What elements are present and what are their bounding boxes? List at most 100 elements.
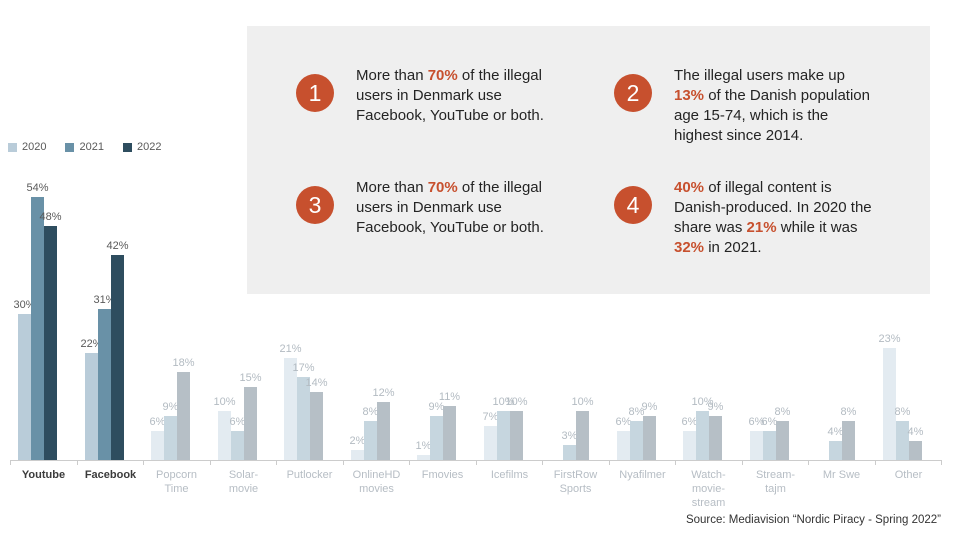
bar-firstrow-2021 [563,445,576,460]
bar-value-label: 54% [26,182,49,194]
callout-1: 1 More than 70% of the illegal users in … [296,66,614,126]
bar-value-label: 21% [279,343,302,355]
highlight-stat: 40% [674,179,705,196]
axis-tick [143,460,144,465]
bar-mr-swe-2022 [842,421,855,460]
callout-4: 4 40% of illegal content is Danish-produ… [614,178,932,258]
category-label-nyafilmer: Nyafilmer [619,469,666,481]
bar-watch--2021 [696,411,709,460]
axis-tick [276,460,277,465]
category-label-icefilms: Icefilms [490,469,529,481]
bar-other-2022 [909,441,922,460]
legend-item-2021: 2021 [65,141,104,153]
bar-putlocker-2021 [297,377,310,460]
bar-value-label: 8% [774,406,791,418]
chart-legend: 2020 2021 2022 [8,141,161,153]
bar-icefilms-2021 [497,411,510,460]
callout-2-number-badge: 2 [614,74,652,112]
source-note: Source: Mediavision “Nordic Piracy - Spr… [685,514,941,526]
callout-4-text: 40% of illegal content is Danish-produce… [674,178,932,258]
bar-nyafilmer-2022 [643,416,656,460]
bar-stream--2021 [763,431,776,460]
axis-tick [609,460,610,465]
category-label-popcorn: Popcorn Time [156,469,197,495]
category-label-watch-: Watch- movie- stream [691,469,726,509]
bar-fmovies-2020 [417,455,430,460]
bar-value-label: 10% [571,396,594,408]
callout-text-segment: of illegal content is Danish-produced. I… [674,179,872,236]
callout-2: 2 The illegal users make up 13% of the D… [614,66,932,146]
legend-item-2022: 2022 [122,141,161,153]
bar-watch--2022 [709,416,722,460]
callout-1-text: More than 70% of the illegal users in De… [356,66,614,126]
callout-text-segment: while it was [780,219,858,236]
axis-tick [542,460,543,465]
bar-solar--2021 [231,431,244,460]
legend-swatch [65,142,75,152]
bar-stream--2022 [776,421,789,460]
callout-3-number-badge: 3 [296,186,334,224]
insights-panel: 1 More than 70% of the illegal users in … [247,26,930,294]
bar-value-label: 9% [641,401,658,413]
callout-1-number-badge: 1 [296,74,334,112]
legend-label: 2020 [22,141,47,153]
category-label-fmovies: Fmovies [421,469,464,481]
callout-3: 3 More than 70% of the illegal users in … [296,178,614,238]
bar-other-2021 [896,421,909,460]
callout-text-segment: More than [356,67,428,84]
bar-value-label: 23% [878,333,901,345]
legend-label: 2021 [79,141,104,153]
bar-firstrow-2022 [576,411,589,460]
bar-value-label: 8% [840,406,857,418]
callout-number: 2 [626,79,640,106]
bar-popcorn-2021 [164,416,177,460]
bar-value-label: 10% [505,396,528,408]
bar-youtube-2020 [18,314,31,460]
bar-value-label: 18% [172,357,195,369]
category-label-mr-swe: Mr Swe [822,469,861,481]
axis-tick [210,460,211,465]
callout-number: 3 [308,191,322,218]
legend-swatch [8,142,17,152]
category-label-other: Other [894,469,923,481]
bar-stream--2020 [750,431,763,460]
axis-tick [10,460,11,465]
bar-fmovies-2021 [430,416,443,460]
bar-nyafilmer-2020 [617,431,630,460]
bar-icefilms-2020 [484,426,497,460]
bar-putlocker-2022 [310,392,323,460]
bar-value-label: 42% [106,240,129,252]
bar-popcorn-2022 [177,372,190,460]
axis-tick [941,460,942,465]
callout-text-segment: The illegal users make up [674,67,845,84]
x-axis [10,460,941,461]
callout-text-segment: of the illegal users in Denmark use Face… [356,67,544,124]
highlight-stat: 70% [427,67,458,84]
category-label-firstrow: FirstRow Sports [553,469,598,495]
axis-tick [875,460,876,465]
bar-onlinehd-2020 [351,450,364,460]
category-label-putlocker: Putlocker [286,469,333,481]
callout-text-segment: of the Danish population age 15-74, whic… [674,87,870,144]
legend-swatch [122,142,132,152]
bar-nyafilmer-2021 [630,421,643,460]
axis-tick [742,460,743,465]
axis-tick [409,460,410,465]
callout-4-number-badge: 4 [614,186,652,224]
bar-value-label: 12% [372,387,395,399]
category-label-stream-: Stream- tajm [755,469,796,495]
bar-icefilms-2022 [510,411,523,460]
category-label-youtube: Youtube [21,469,66,481]
bar-youtube-2022 [44,226,57,460]
highlight-stat: 13% [674,87,705,104]
category-label-solar-: Solar- movie [228,469,259,495]
bar-value-label: 6% [748,416,765,428]
bar-youtube-2021 [31,197,44,460]
callout-number: 1 [308,79,322,106]
bar-solar--2022 [244,387,257,460]
category-label-onlinehd: OnlineHD movies [352,469,401,495]
bar-facebook-2020 [85,353,98,460]
axis-tick [476,460,477,465]
